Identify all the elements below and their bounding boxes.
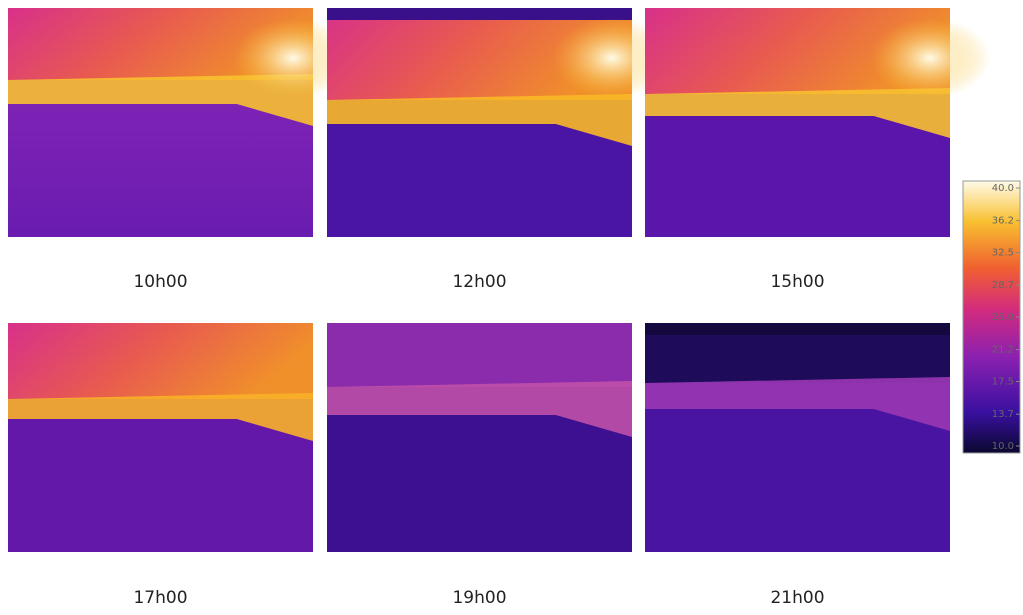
bank <box>645 88 950 138</box>
colorbar-label: 10.0 <box>992 441 1014 452</box>
hot-spot <box>552 18 672 98</box>
caption: 10h00 <box>133 272 187 292</box>
colorbar-label: 17.5 <box>992 377 1014 388</box>
thermal-image <box>327 323 632 552</box>
bank <box>8 393 313 441</box>
colorbar-label: 21.2 <box>992 345 1014 356</box>
caption: 21h00 <box>770 588 824 608</box>
bank <box>8 74 313 126</box>
bank <box>327 94 632 146</box>
colorbar-label: 13.7 <box>992 409 1014 420</box>
thermal-image <box>8 8 353 237</box>
caption: 19h00 <box>452 588 506 608</box>
sky <box>327 8 632 20</box>
bank <box>645 377 950 431</box>
caption: 12h00 <box>452 272 506 292</box>
vegetation <box>327 323 632 387</box>
thermal-image <box>645 8 990 237</box>
colorbar-label: 28.7 <box>992 280 1014 291</box>
colorbar-label: 40.0 <box>992 183 1014 194</box>
thermal-image <box>327 8 672 237</box>
bank <box>327 381 632 437</box>
thermal-image <box>645 323 950 552</box>
colorbar <box>962 180 1021 454</box>
colorbar-label: 32.5 <box>992 248 1014 259</box>
caption: 15h00 <box>770 272 824 292</box>
caption: 17h00 <box>133 588 187 608</box>
hot-spot <box>233 18 353 98</box>
sky <box>645 323 950 335</box>
hot-spot <box>870 18 990 98</box>
vegetation <box>8 323 313 399</box>
colorbar-label: 36.2 <box>992 216 1014 227</box>
thermal-image <box>8 323 313 552</box>
colorbar-label: 25.0 <box>992 312 1014 323</box>
